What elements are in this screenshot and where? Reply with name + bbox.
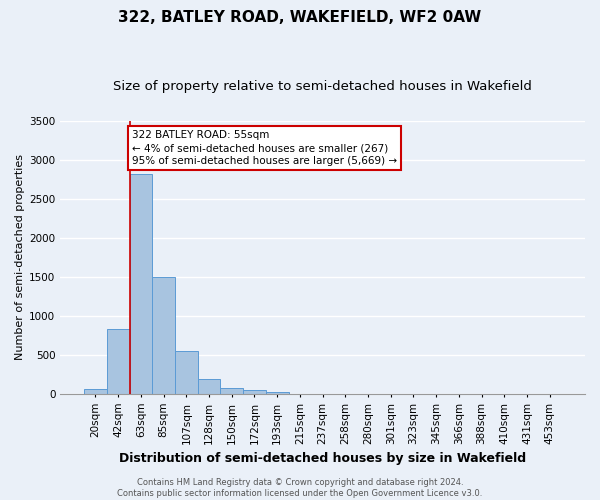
Bar: [243, 390, 266, 394]
Text: Contains HM Land Registry data © Crown copyright and database right 2024.
Contai: Contains HM Land Registry data © Crown c…: [118, 478, 482, 498]
Bar: [266, 392, 289, 394]
Title: Size of property relative to semi-detached houses in Wakefield: Size of property relative to semi-detach…: [113, 80, 532, 93]
Bar: [220, 388, 243, 394]
X-axis label: Distribution of semi-detached houses by size in Wakefield: Distribution of semi-detached houses by …: [119, 452, 526, 465]
Text: 322 BATLEY ROAD: 55sqm
← 4% of semi-detached houses are smaller (267)
95% of sem: 322 BATLEY ROAD: 55sqm ← 4% of semi-deta…: [132, 130, 397, 166]
Text: 322, BATLEY ROAD, WAKEFIELD, WF2 0AW: 322, BATLEY ROAD, WAKEFIELD, WF2 0AW: [118, 10, 482, 25]
Bar: [198, 380, 220, 394]
Bar: [130, 174, 152, 394]
Y-axis label: Number of semi-detached properties: Number of semi-detached properties: [15, 154, 25, 360]
Bar: [175, 352, 198, 394]
Bar: [84, 389, 107, 394]
Bar: [152, 277, 175, 394]
Bar: [107, 328, 130, 394]
